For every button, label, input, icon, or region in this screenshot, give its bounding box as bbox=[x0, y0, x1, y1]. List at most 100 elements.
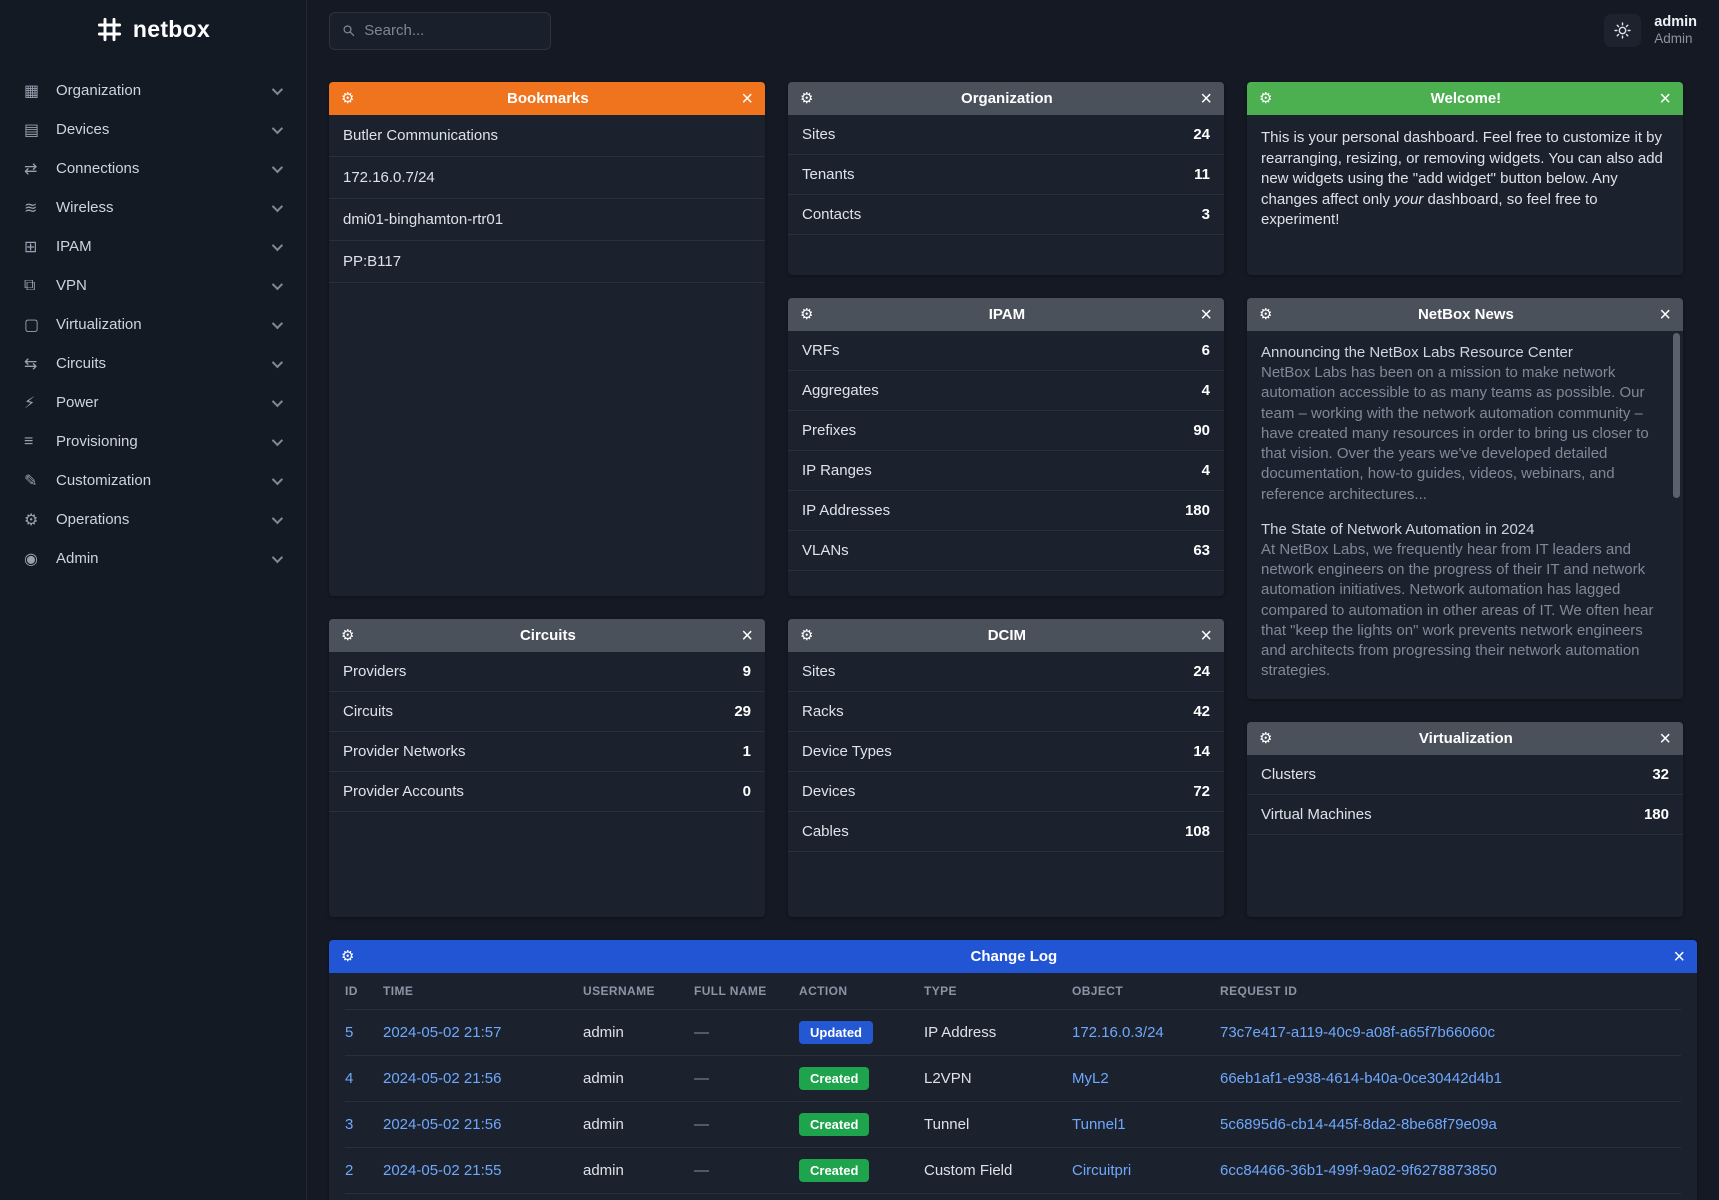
changelog-id-link[interactable]: 5 bbox=[345, 1024, 354, 1041]
stat-label[interactable]: Contacts bbox=[802, 206, 862, 223]
changelog-object-link[interactable]: Circuitpri bbox=[1072, 1162, 1132, 1179]
news-article-title[interactable]: The State of Network Automation in 2024 bbox=[1261, 520, 1535, 538]
news-article-title[interactable]: Announcing the NetBox Labs Resource Cent… bbox=[1261, 344, 1573, 361]
sidebar-item-organization[interactable]: ▦ Organization bbox=[0, 71, 306, 110]
stat-label[interactable]: Provider Accounts bbox=[343, 783, 464, 800]
widget-close-icon[interactable]: × bbox=[1659, 87, 1671, 110]
stat-label[interactable]: Sites bbox=[802, 126, 836, 143]
sidebar-item-customization[interactable]: ✎ Customization bbox=[0, 461, 306, 500]
stat-value[interactable]: 11 bbox=[1194, 166, 1210, 183]
changelog-object-link[interactable]: 172.16.0.3/24 bbox=[1072, 1024, 1164, 1041]
theme-toggle-button[interactable] bbox=[1604, 13, 1642, 47]
widget-config-icon[interactable]: ⚙ bbox=[341, 948, 355, 965]
stat-value[interactable]: 29 bbox=[734, 703, 751, 720]
bookmark-item[interactable]: PP:B117 bbox=[329, 241, 765, 283]
changelog-id-link[interactable]: 2 bbox=[345, 1162, 354, 1179]
sidebar-item-vpn[interactable]: ⧉ VPN bbox=[0, 266, 306, 305]
widget-close-icon[interactable]: × bbox=[741, 624, 753, 647]
stat-value[interactable]: 0 bbox=[742, 783, 751, 800]
stat-label[interactable]: Devices bbox=[802, 783, 856, 800]
stat-value[interactable]: 90 bbox=[1193, 422, 1210, 439]
stat-label[interactable]: IP Ranges bbox=[802, 462, 872, 479]
stat-label[interactable]: VLANs bbox=[802, 542, 849, 559]
widget-close-icon[interactable]: × bbox=[1673, 945, 1685, 968]
stat-value[interactable]: 24 bbox=[1193, 663, 1210, 680]
widget-close-icon[interactable]: × bbox=[1659, 727, 1671, 750]
stat-label[interactable]: IP Addresses bbox=[802, 502, 891, 519]
changelog-request-id-link[interactable]: 66eb1af1-e938-4614-b40a-0ce30442d4b1 bbox=[1220, 1070, 1502, 1087]
user-menu[interactable]: admin Admin bbox=[1654, 14, 1697, 48]
widget-config-icon[interactable]: ⚙ bbox=[800, 90, 814, 107]
stat-value[interactable]: 24 bbox=[1193, 126, 1210, 143]
search-input[interactable] bbox=[364, 22, 538, 39]
changelog-time-link[interactable]: 2024-05-02 21:56 bbox=[383, 1116, 502, 1133]
changelog-request-id-link[interactable]: 6cc84466-36b1-499f-9a02-9f6278873850 bbox=[1220, 1162, 1497, 1179]
changelog-id-link[interactable]: 4 bbox=[345, 1070, 354, 1087]
changelog-time-link[interactable]: 2024-05-02 21:56 bbox=[383, 1070, 502, 1087]
widget-config-icon[interactable]: ⚙ bbox=[1259, 90, 1273, 107]
stat-label[interactable]: Circuits bbox=[343, 703, 394, 720]
stat-value[interactable]: 6 bbox=[1201, 342, 1210, 359]
sidebar-item-devices[interactable]: ▤ Devices bbox=[0, 110, 306, 149]
widget-config-icon[interactable]: ⚙ bbox=[341, 627, 355, 644]
stat-value[interactable]: 180 bbox=[1184, 502, 1210, 519]
sidebar-item-provisioning[interactable]: ≡ Provisioning bbox=[0, 422, 306, 461]
changelog-request-id-link[interactable]: 73c7e417-a119-40c9-a08f-a65f7b66060c bbox=[1220, 1024, 1495, 1041]
stat-value[interactable]: 4 bbox=[1201, 382, 1210, 399]
stat-label[interactable]: Device Types bbox=[802, 743, 892, 760]
stat-value[interactable]: 180 bbox=[1643, 806, 1669, 823]
changelog-time-link[interactable]: 2024-05-02 21:55 bbox=[383, 1162, 502, 1179]
stat-label[interactable]: Aggregates bbox=[802, 382, 879, 399]
changelog-request-id-link[interactable]: 5c6895d6-cb14-445f-8da2-8be68f79e09a bbox=[1220, 1116, 1497, 1133]
stat-label[interactable]: Provider Networks bbox=[343, 743, 466, 760]
stat-value[interactable]: 32 bbox=[1652, 766, 1669, 783]
stat-label[interactable]: Racks bbox=[802, 703, 844, 720]
stat-label[interactable]: VRFs bbox=[802, 342, 840, 359]
changelog-id-link[interactable]: 3 bbox=[345, 1116, 354, 1133]
sidebar-item-circuits[interactable]: ⇆ Circuits bbox=[0, 344, 306, 383]
changelog-object-link[interactable]: Tunnel1 bbox=[1072, 1116, 1126, 1133]
changelog-object-link[interactable]: MyL2 bbox=[1072, 1070, 1109, 1087]
widget-close-icon[interactable]: × bbox=[1200, 87, 1212, 110]
stat-label[interactable]: Providers bbox=[343, 663, 407, 680]
stat-label[interactable]: Prefixes bbox=[802, 422, 857, 439]
widget-config-icon[interactable]: ⚙ bbox=[341, 90, 355, 107]
widget-close-icon[interactable]: × bbox=[1200, 624, 1212, 647]
sidebar-item-connections[interactable]: ⇄ Connections bbox=[0, 149, 306, 188]
widget-config-icon[interactable]: ⚙ bbox=[1259, 730, 1273, 747]
sidebar-item-ipam[interactable]: ⊞ IPAM bbox=[0, 227, 306, 266]
bookmark-item[interactable]: Butler Communications bbox=[329, 115, 765, 157]
widget-close-icon[interactable]: × bbox=[741, 87, 753, 110]
stat-label[interactable]: Cables bbox=[802, 823, 849, 840]
dcim-stats: Sites 24 Racks 42 Device Types bbox=[788, 652, 1224, 852]
netbox-logo[interactable]: netbox bbox=[0, 16, 306, 43]
widget-config-icon[interactable]: ⚙ bbox=[800, 627, 814, 644]
stat-value[interactable]: 14 bbox=[1193, 743, 1210, 760]
search-box[interactable] bbox=[329, 11, 551, 50]
stat-value[interactable]: 1 bbox=[742, 743, 751, 760]
stat-label[interactable]: Virtual Machines bbox=[1261, 806, 1372, 823]
sidebar-item-wireless[interactable]: ≋ Wireless bbox=[0, 188, 306, 227]
stat-label[interactable]: Sites bbox=[802, 663, 836, 680]
stat-value[interactable]: 3 bbox=[1201, 206, 1210, 223]
sidebar-item-operations[interactable]: ⚙ Operations bbox=[0, 500, 306, 539]
bookmark-item[interactable]: dmi01-binghamton-rtr01 bbox=[329, 199, 765, 241]
stat-value[interactable]: 4 bbox=[1201, 462, 1210, 479]
widget-config-icon[interactable]: ⚙ bbox=[1259, 306, 1273, 323]
stat-label[interactable]: Clusters bbox=[1261, 766, 1317, 783]
stat-value[interactable]: 63 bbox=[1193, 542, 1210, 559]
stat-value[interactable]: 108 bbox=[1184, 823, 1210, 840]
bookmark-item[interactable]: 172.16.0.7/24 bbox=[329, 157, 765, 199]
widget-close-icon[interactable]: × bbox=[1200, 303, 1212, 326]
widget-close-icon[interactable]: × bbox=[1659, 303, 1671, 326]
stat-value[interactable]: 42 bbox=[1193, 703, 1210, 720]
sidebar-item-power[interactable]: ⚡ Power bbox=[0, 383, 306, 422]
stat-value[interactable]: 9 bbox=[742, 663, 751, 680]
sidebar-item-virtualization[interactable]: ▢ Virtualization bbox=[0, 305, 306, 344]
stat-value[interactable]: 72 bbox=[1193, 783, 1210, 800]
stat-label[interactable]: Tenants bbox=[802, 166, 855, 183]
sidebar-item-admin[interactable]: ◉ Admin bbox=[0, 539, 306, 578]
changelog-time-link[interactable]: 2024-05-02 21:57 bbox=[383, 1024, 502, 1041]
widget-config-icon[interactable]: ⚙ bbox=[800, 306, 814, 323]
scrollbar-thumb[interactable] bbox=[1673, 333, 1680, 498]
